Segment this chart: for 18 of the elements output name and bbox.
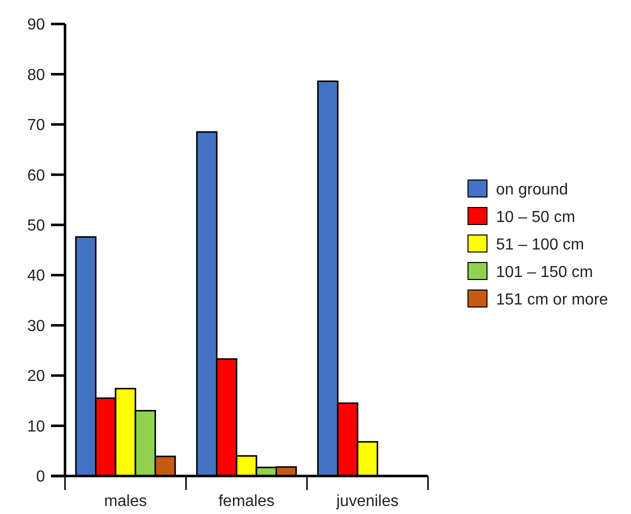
legend-label: 101 – 150 cm bbox=[496, 264, 593, 282]
y-tick-label: 0 bbox=[36, 468, 46, 486]
legend-label: on ground bbox=[496, 182, 568, 199]
y-tick-label: 10 bbox=[27, 418, 46, 436]
y-tick-label: 80 bbox=[27, 66, 46, 84]
y-tick-label: 60 bbox=[27, 167, 46, 184]
y-tick-label: 50 bbox=[27, 217, 46, 234]
x-tick-label: females bbox=[218, 493, 275, 510]
y-tick-label: 90 bbox=[27, 16, 46, 34]
y-tick-label: 40 bbox=[27, 268, 46, 285]
legend-label: 51 – 100 cm bbox=[496, 236, 584, 254]
legend-label: 151 cm or more bbox=[496, 292, 608, 309]
y-tick-label: 70 bbox=[27, 117, 46, 134]
legend-label: 10 – 50 cm bbox=[496, 209, 576, 226]
x-tick-label: juveniles bbox=[335, 493, 399, 510]
x-tick-label: males bbox=[104, 493, 147, 510]
y-tick-label: 30 bbox=[27, 318, 46, 335]
y-tick-label: 20 bbox=[27, 368, 46, 386]
